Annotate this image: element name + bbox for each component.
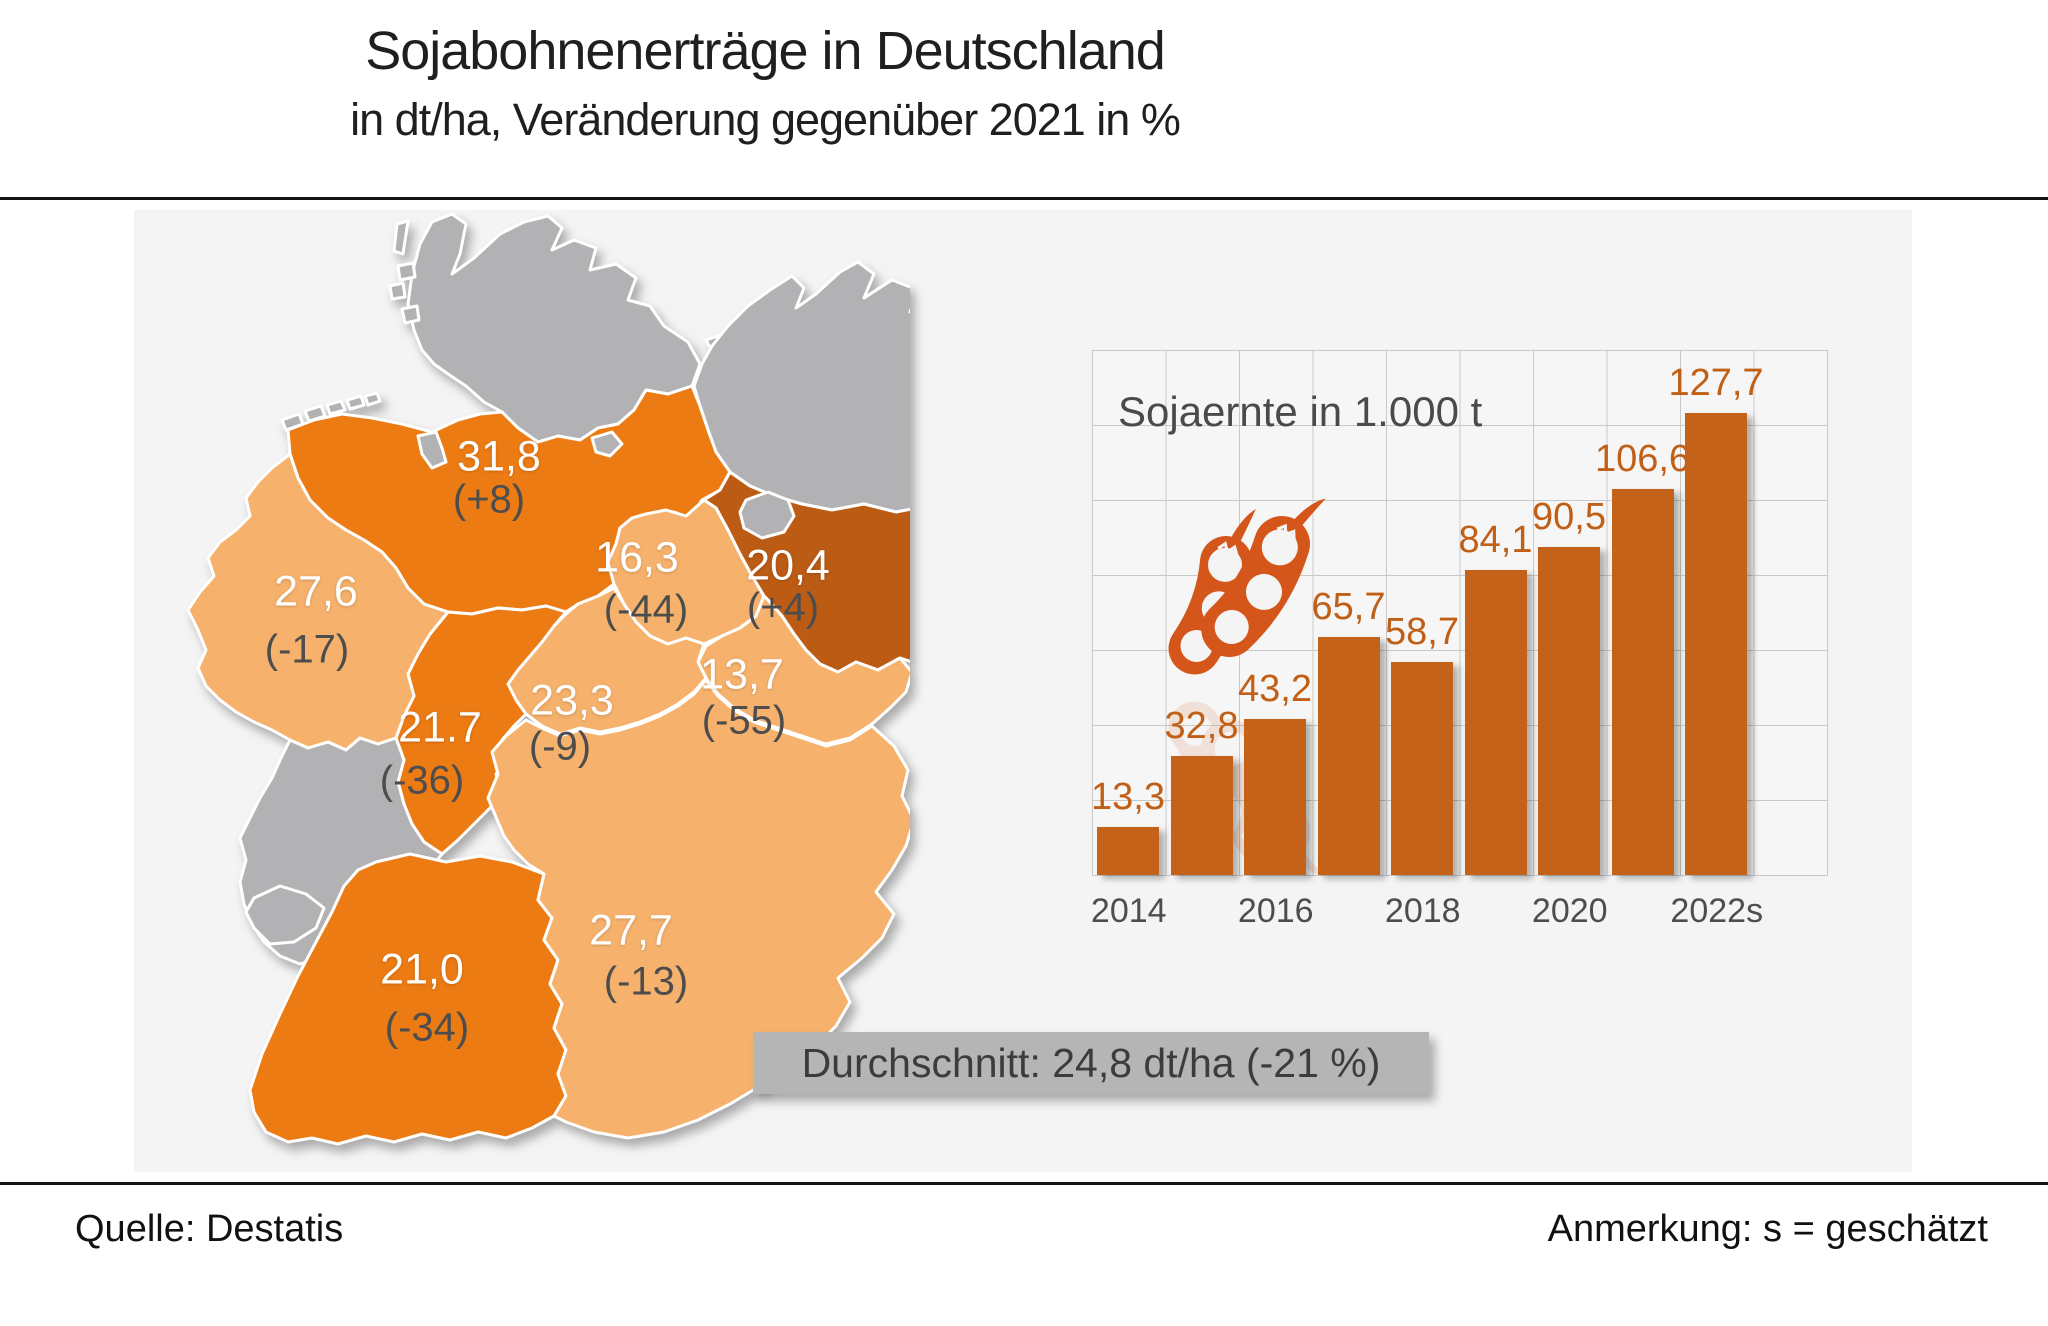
bar-2017 [1317, 637, 1380, 875]
bar-2019 [1464, 570, 1527, 875]
state-bremen [416, 430, 448, 470]
bar-value-label-2020: 90,5 [1532, 496, 1606, 538]
average-badge: Durchschnitt: 24,8 dt/ha (-21 %) [753, 1032, 1429, 1094]
state-nordfriesische-inseln [388, 219, 421, 325]
top-divider [0, 197, 2048, 200]
bar-value-label-2019: 84,1 [1458, 519, 1533, 561]
header: Sojabohnenerträge in Deutschland in dt/h… [0, 0, 1530, 145]
bar-2018 [1391, 662, 1453, 875]
bar-2020 [1538, 547, 1600, 875]
bar-2015 [1170, 756, 1233, 875]
bar-value-label-2017: 65,7 [1311, 586, 1386, 628]
state-berlin [738, 490, 796, 540]
x-tick-2022s: 2022s [1670, 892, 1764, 930]
bar-value-label-2018: 58,7 [1385, 611, 1459, 653]
bar-value-label-2014: 13,3 [1091, 776, 1165, 818]
bar-value-label-2022: 127,7 [1668, 362, 1764, 404]
x-tick-2014: 2014 [1090, 892, 1167, 930]
bar-2021 [1611, 489, 1674, 875]
page-subtitle: in dt/ha, Veränderung gegenüber 2021 in … [350, 94, 1181, 145]
source-note: Quelle: Destatis [75, 1208, 344, 1250]
soy-harvest-chart: Sojaernte in 1.000 t [1091, 350, 1828, 930]
content-panel: Sojaernte in 1.000 t [134, 210, 1912, 1172]
soybean-pods-icon [1154, 498, 1414, 800]
germany-map [186, 212, 910, 1146]
state-bayern [486, 678, 910, 1140]
page-title: Sojabohnenerträge in Deutschland [365, 21, 1166, 81]
state-hamburg [590, 430, 624, 458]
x-tick-2020: 2020 [1531, 892, 1608, 930]
bar-2016 [1244, 719, 1306, 875]
bottom-divider [0, 1182, 2048, 1185]
bar-2014 [1097, 827, 1159, 875]
bar-value-label-2021: 106,6 [1594, 438, 1691, 480]
bar-2022 [1685, 413, 1747, 875]
estimate-note: Anmerkung: s = geschätzt [1547, 1208, 1988, 1250]
x-tick-2016: 2016 [1237, 892, 1314, 930]
x-tick-2018: 2018 [1384, 892, 1461, 930]
bar-value-label-2016: 43,2 [1238, 668, 1312, 710]
state-saarland [244, 884, 326, 946]
bar-value-label-2015: 32,8 [1164, 705, 1239, 747]
chart-title: Sojaernte in 1.000 t [1118, 388, 1483, 435]
